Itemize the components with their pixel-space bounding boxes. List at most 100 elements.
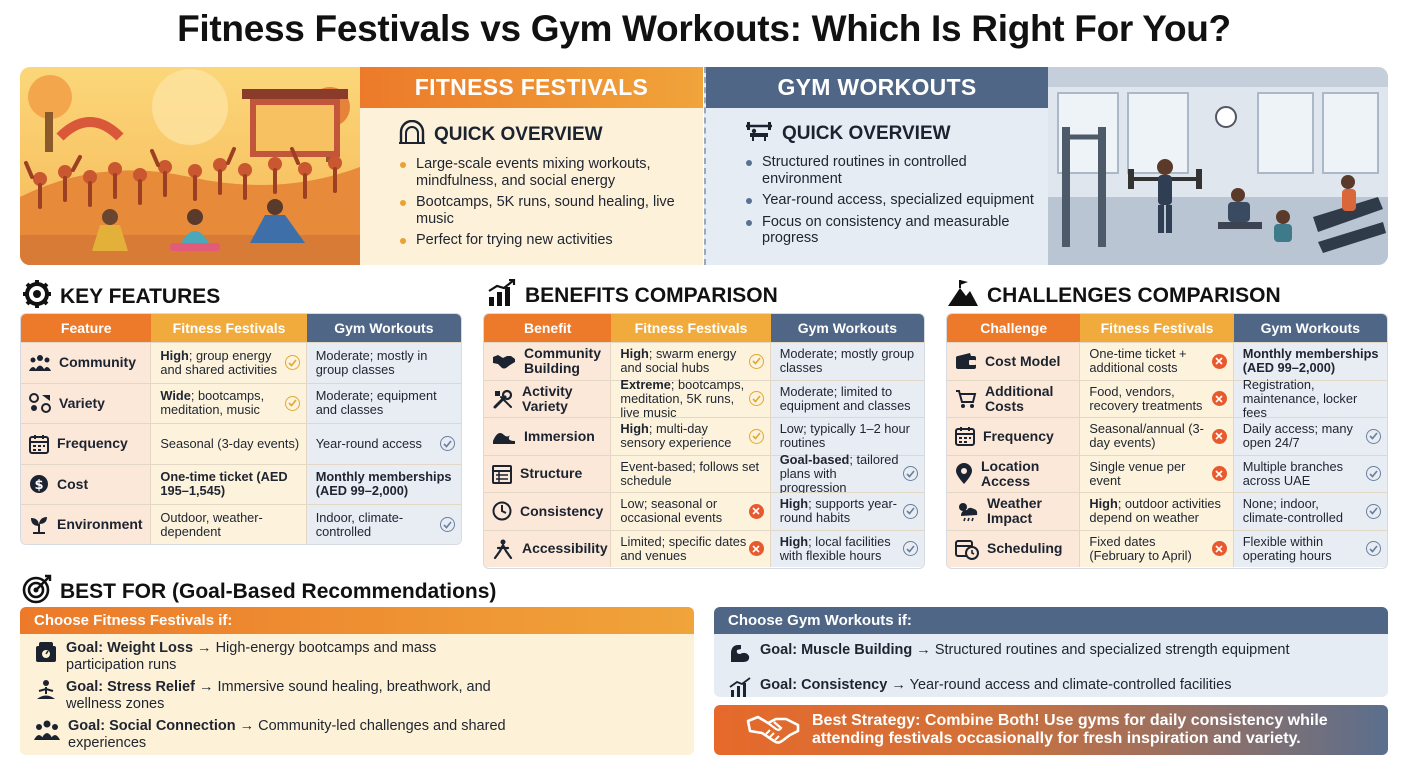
arch-icon (398, 119, 426, 150)
row-label-cell: Frequency (947, 418, 1081, 455)
table-header: Feature Fitness Festivals Gym Workouts (21, 314, 461, 342)
cart-icon (955, 389, 977, 409)
x-icon (1211, 466, 1227, 482)
column-header: Gym Workouts (770, 314, 924, 342)
table-cell: Moderate; equipment and classes (306, 383, 461, 423)
table-row: Activity Variety Extreme; bootcamps, medi… (484, 377, 924, 419)
table-cell: Daily access; many open 24/7 (1233, 418, 1387, 455)
row-label: Environment (57, 516, 143, 533)
table-header: Challenge Fitness Festivals Gym Workouts (947, 314, 1387, 342)
row-label: Scheduling (987, 540, 1063, 557)
handshake-icon (746, 711, 800, 750)
table-cell: Seasonal (3-day events) (151, 424, 307, 464)
meditation-icon (34, 679, 58, 708)
schedule-icon (492, 464, 512, 484)
table-row: Frequency Seasonal (3-day events) Year-rou… (21, 423, 461, 464)
table-cell: Seasonal/annual (3-day events) (1080, 418, 1234, 455)
check-icon (903, 503, 918, 519)
festivals-overview-panel: FITNESS FESTIVALS QUICK OVERVIEW Large-s… (360, 67, 703, 265)
row-label: Cost (57, 475, 89, 492)
row-label-cell: Accessibility (484, 530, 612, 567)
table-cell: Year-round access (306, 424, 461, 464)
clock-icon (492, 501, 512, 521)
row-label-cell: Environment (21, 505, 152, 544)
choose-gym-header: Choose Gym Workouts if: (714, 607, 1388, 634)
weather-icon (955, 500, 979, 522)
table-row: Structure Event-based; follows set schedu… (484, 452, 924, 494)
table-cell: Moderate; mostly in group classes (306, 343, 461, 383)
row-label: Immersion (524, 427, 595, 444)
goal-item: Goal: Weight Loss → High-energy bootcamp… (34, 640, 694, 673)
list-item: Structured routines in controlled enviro… (746, 154, 1048, 187)
table-cell: Multiple branches across UAE (1233, 455, 1387, 492)
table-row: Community Building High; swarm energy and… (484, 342, 924, 380)
table-cell: High; local facilities with flexible hou… (770, 530, 924, 567)
row-label: Weather Impact (987, 495, 1042, 527)
row-label-cell: Cost Model (947, 343, 1081, 380)
row-label-cell: Location Access (947, 455, 1081, 492)
x-icon (748, 503, 764, 519)
overview-band: FITNESS FESTIVALS QUICK OVERVIEW Large-s… (20, 67, 1388, 265)
scale-icon (34, 640, 58, 669)
group-icon (34, 718, 60, 747)
row-label-cell: Additional Costs (947, 380, 1081, 417)
table-cell: None; indoor, climate-controlled (1233, 493, 1387, 530)
table-row: Scheduling Fixed dates (February to April… (947, 529, 1387, 567)
list-item: Large-scale events mixing workouts, mind… (400, 156, 703, 189)
target-icon (22, 574, 52, 610)
check-icon (903, 466, 918, 482)
row-label: Frequency (983, 427, 1054, 444)
best-strategy-text: Best Strategy: Combine Both! Use gyms fo… (812, 712, 1328, 747)
table-row: Cost Model One-time ticket + additional c… (947, 342, 1387, 380)
row-label: Cost Model (985, 352, 1061, 369)
table-cell: One-time ticket + additional costs (1080, 343, 1234, 380)
table-body: Community High; group energy and shared a… (21, 342, 461, 544)
table-row: Consistency Low; seasonal or occasional e… (484, 492, 924, 530)
wave-icon (492, 427, 516, 445)
choose-festivals-box: Choose Fitness Festivals if: Goal: Weigh… (20, 607, 694, 755)
table-row: Frequency Seasonal/annual (3-day events) D… (947, 417, 1387, 455)
choose-gym-box: Choose Gym Workouts if: Goal: Muscle Bui… (714, 607, 1388, 697)
table-cell: Limited; specific dates and venues (611, 530, 771, 567)
gym-overview-panel: GYM WORKOUTS QUICK OVERVIEW Structured r… (704, 67, 1048, 265)
list-item: Perfect for trying new activities (400, 232, 703, 249)
table-row: Location Access Single venue per event Mul… (947, 454, 1387, 492)
table-cell: Monthly memberships (AED 99–2,000) (306, 464, 461, 504)
best-for-heading: BEST FOR (Goal-Based Recommendations) (22, 574, 496, 610)
check-icon (748, 353, 764, 369)
check-icon (284, 355, 300, 371)
gym-overview-list: Structured routines in controlled enviro… (746, 154, 1048, 247)
row-label: Activity Variety (522, 382, 573, 414)
gym-quick-overview-heading: QUICK OVERVIEW (744, 120, 1048, 148)
table-body: Cost Model One-time ticket + additional c… (947, 342, 1387, 567)
gear-icon (22, 279, 52, 315)
table-cell: Extreme; bootcamps, meditation, 5K runs,… (611, 377, 771, 419)
table-cell: Flexible within operating hours (1233, 530, 1387, 567)
bench-press-icon (744, 120, 774, 148)
table-cell: High; swarm energy and social hubs (611, 343, 771, 380)
x-icon (1211, 428, 1227, 444)
goal-item: Goal: Consistency → Year-round access an… (728, 677, 1388, 697)
table-cell: High; outdoor activities depend on weath… (1080, 493, 1234, 530)
row-label-cell: $ Cost (21, 464, 152, 504)
table-cell: Outdoor, weather-dependent (151, 505, 307, 544)
row-label: Location Access (981, 457, 1040, 489)
challenges-table: Challenge Fitness Festivals Gym Workouts… (946, 313, 1388, 569)
table-body: Community Building High; swarm energy and… (484, 342, 924, 567)
row-label: Variety (59, 394, 105, 411)
column-header: Benefit (484, 314, 612, 342)
column-header: Gym Workouts (1233, 314, 1387, 342)
festival-illustration (20, 67, 360, 265)
column-header: Challenge (947, 314, 1081, 342)
muscle-icon (728, 642, 752, 669)
mountain-flag-icon (947, 279, 979, 313)
column-header: Fitness Festivals (1080, 314, 1234, 342)
table-cell: High; group energy and shared activities (151, 343, 307, 383)
row-label-cell: Frequency (21, 424, 152, 464)
row-label-cell: Community (21, 343, 152, 383)
table-cell: Low; seasonal or occasional events (611, 493, 771, 530)
table-row: Accessibility Limited; specific dates and… (484, 529, 924, 567)
page-title: Fitness Festivals vs Gym Workouts: Which… (177, 8, 1231, 49)
column-header: Fitness Festivals (611, 314, 771, 342)
row-label-cell: Immersion (484, 418, 612, 455)
